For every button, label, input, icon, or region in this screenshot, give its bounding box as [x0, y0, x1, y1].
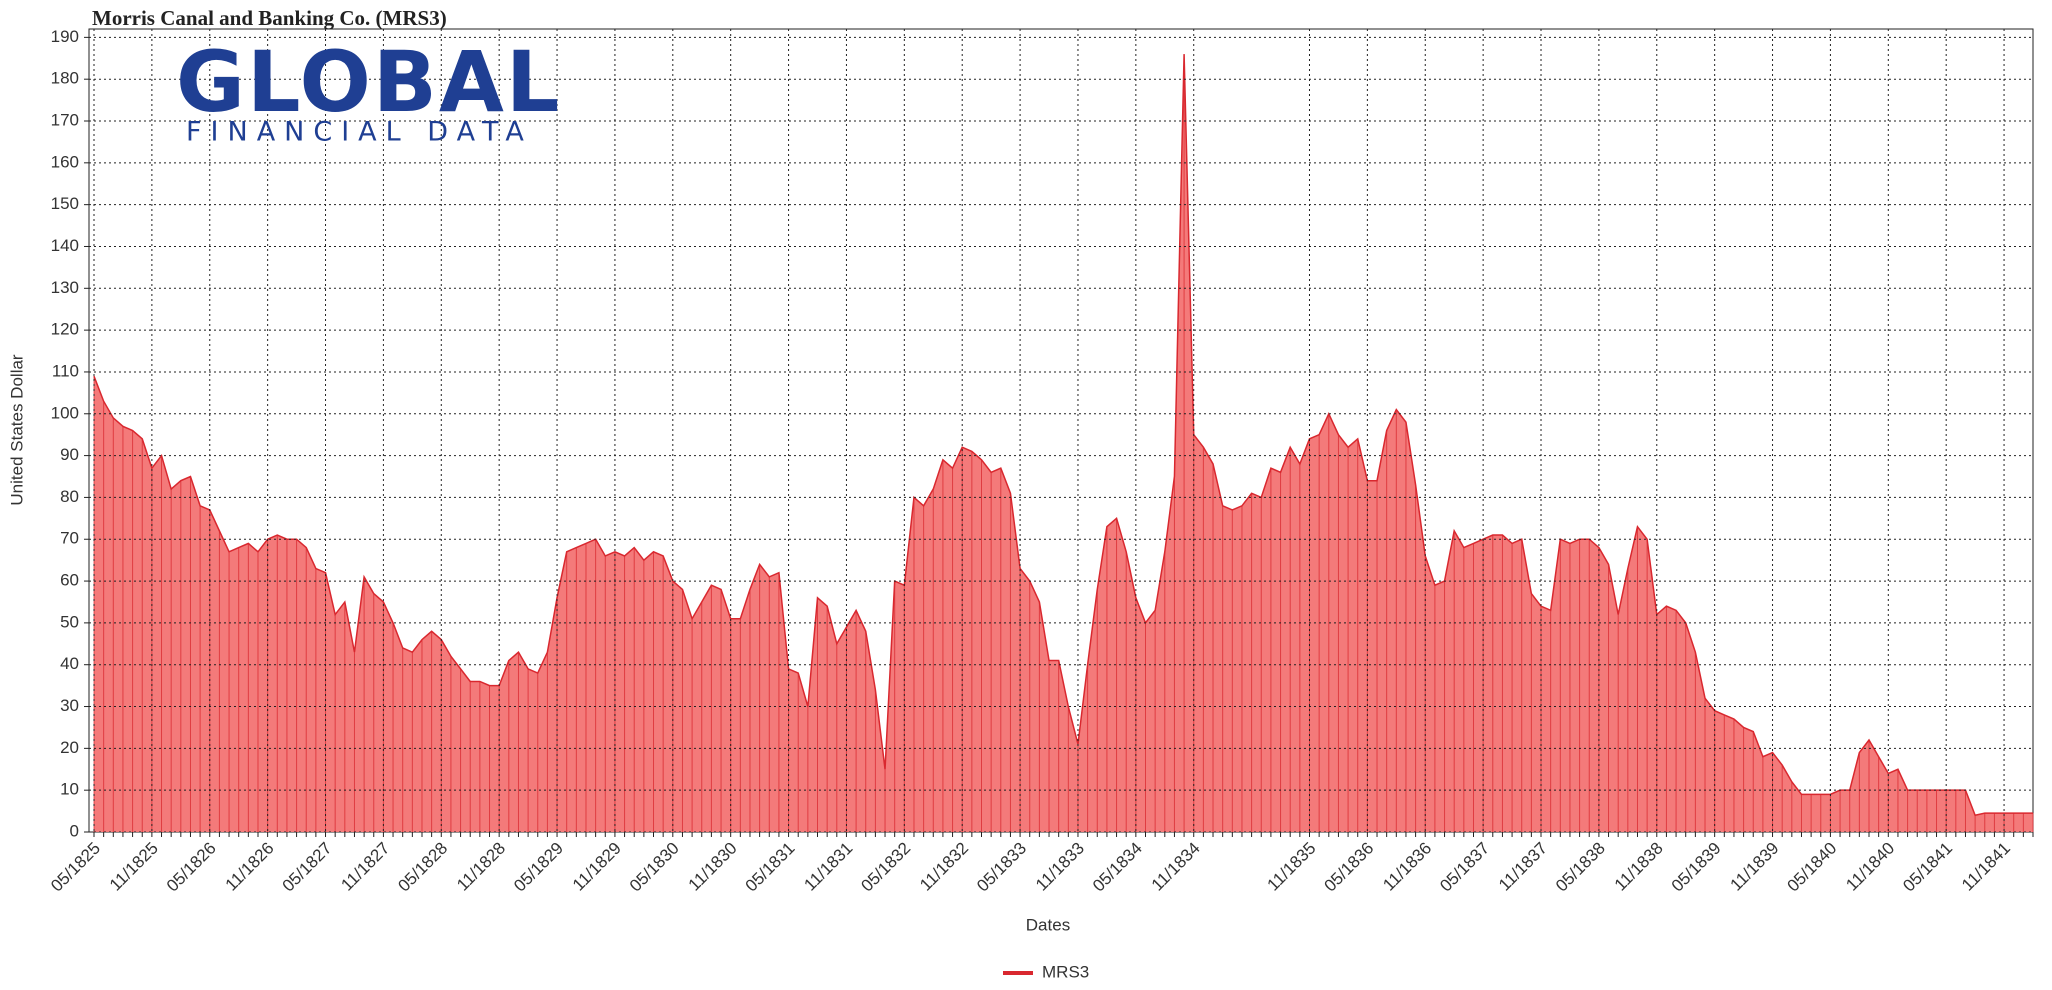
- y-tick-label: 180: [51, 69, 79, 88]
- x-tick-label: 05/1834: [1089, 839, 1146, 896]
- x-tick-label: 11/1840: [1842, 839, 1898, 895]
- y-tick-label: 160: [51, 152, 79, 171]
- x-tick-label: 11/1836: [1379, 839, 1435, 895]
- legend-label: MRS3: [1042, 962, 1089, 981]
- logo-sub: FINANCIAL DATA: [186, 117, 533, 148]
- x-tick-label: 05/1831: [742, 839, 799, 896]
- x-tick-label: 05/1836: [1320, 839, 1377, 896]
- x-tick-label: 11/1837: [1495, 839, 1551, 895]
- x-tick-label: 11/1827: [337, 839, 393, 895]
- y-tick-label: 130: [51, 278, 79, 297]
- y-tick-label: 140: [51, 236, 79, 255]
- x-tick-label: 05/1825: [47, 839, 104, 896]
- x-tick-label: 05/1838: [1552, 839, 1609, 896]
- x-tick-label: 11/1835: [1263, 839, 1319, 895]
- x-tick-label: 05/1837: [1436, 839, 1493, 896]
- y-tick-label: 90: [60, 445, 79, 464]
- area: [94, 54, 2033, 832]
- x-tick-label: 11/1826: [222, 839, 278, 895]
- x-tick-label: 11/1841: [1958, 839, 2014, 895]
- x-tick-label: 05/1841: [1899, 839, 1956, 896]
- y-tick-label: 70: [60, 529, 79, 548]
- y-tick-label: 10: [60, 780, 79, 799]
- y-tick-label: 80: [60, 487, 79, 506]
- chart-title: Morris Canal and Banking Co. (MRS3): [92, 6, 447, 30]
- y-tick-label: 50: [60, 612, 79, 631]
- x-tick-label: 05/1830: [626, 839, 683, 896]
- x-tick-label: 11/1832: [916, 839, 972, 895]
- x-tick-label: 05/1829: [510, 839, 567, 896]
- y-tick-label: 120: [51, 320, 79, 339]
- x-tick-label: 05/1839: [1668, 839, 1725, 896]
- x-tick-label: 11/1834: [1148, 839, 1204, 895]
- x-tick-label: 11/1833: [1032, 839, 1088, 895]
- y-tick-label: 60: [60, 571, 79, 590]
- y-tick-label: 150: [51, 194, 79, 213]
- y-tick-label: 30: [60, 696, 79, 715]
- x-tick-label: 05/1827: [279, 839, 336, 896]
- x-tick-label: 05/1826: [163, 839, 220, 896]
- y-tick-label: 0: [70, 821, 79, 840]
- x-tick-label: 11/1831: [800, 839, 856, 895]
- x-tick-label: 05/1828: [394, 839, 451, 896]
- x-tick-label: 05/1833: [973, 839, 1030, 896]
- x-tick-label: 11/1829: [569, 839, 625, 895]
- logo-main: GLOBAL: [176, 33, 561, 131]
- y-tick-label: 100: [51, 403, 79, 422]
- y-tick-label: 190: [51, 27, 79, 46]
- line: [93, 54, 2033, 817]
- x-tick-label: 11/1838: [1611, 839, 1667, 895]
- x-tick-label: 11/1830: [685, 839, 741, 895]
- y-tick-label: 40: [60, 654, 79, 673]
- x-tick-label: 11/1825: [106, 839, 162, 895]
- y-axis-label: United States Dollar: [7, 354, 26, 506]
- y-tick-label: 110: [52, 361, 79, 380]
- x-tick-label: 05/1840: [1784, 839, 1841, 896]
- x-tick-label: 11/1828: [453, 839, 509, 895]
- y-tick-label: 20: [60, 738, 79, 757]
- y-tick-label: 170: [51, 110, 79, 129]
- x-tick-label: 11/1839: [1727, 839, 1783, 895]
- x-axis-label: Dates: [1026, 915, 1070, 934]
- x-tick-label: 05/1832: [857, 839, 914, 896]
